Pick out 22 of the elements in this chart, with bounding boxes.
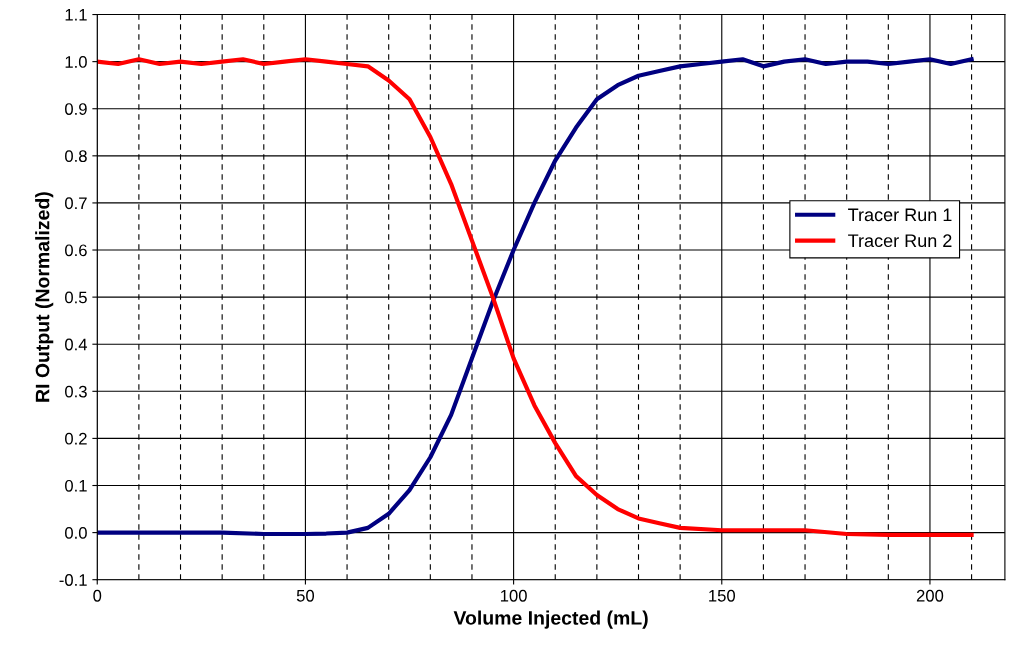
x-tick-label: 150 [709,589,736,602]
y-tick-label: 0.1 [65,479,87,492]
y-tick-label: 0.8 [65,150,87,163]
x-tick-label: 50 [296,589,315,602]
y-tick-label: -0.1 [59,574,87,586]
y-axis-title: RI Output (Normalized) [35,192,54,402]
y-tick-label: 0.6 [65,244,87,257]
y-tick-label: 0.0 [65,527,87,539]
y-tick-label: 0.4 [65,338,88,351]
y-tick-label: 0.5 [65,291,87,304]
y-tick-label: 0.3 [65,385,87,398]
x-axis-title: Volume Injected (mL) [453,610,648,629]
y-tick-label: 1.1 [65,9,87,21]
x-tick-label: 200 [916,589,944,602]
x-tick-label: 100 [500,589,527,602]
y-tick-label: 0.9 [65,103,87,115]
y-tick-label: 0.2 [65,432,87,445]
y-tick-label: 1.0 [65,56,87,68]
legend-label: Tracer Run 2 [848,234,952,248]
x-tick-label: 0 [93,589,102,602]
y-tick-label: 0.7 [65,197,87,210]
legend-label: Tracer Run 1 [848,208,952,222]
